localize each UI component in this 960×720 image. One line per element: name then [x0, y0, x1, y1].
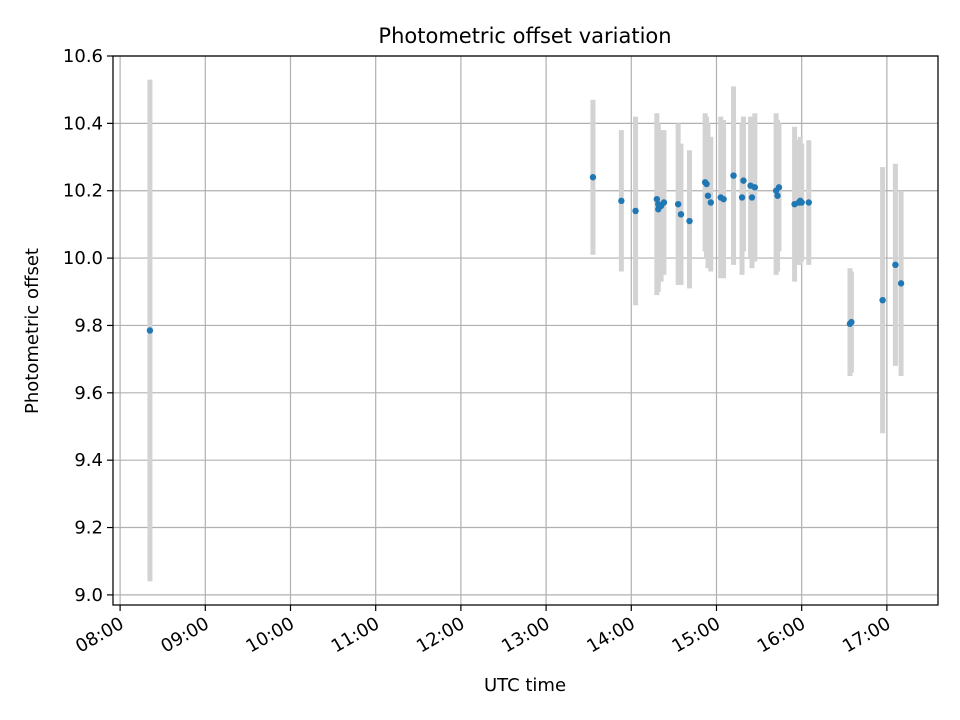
- data-point: [897, 280, 905, 287]
- data-point: [892, 261, 899, 269]
- data-point: [632, 207, 639, 215]
- plot-frame: [112, 55, 939, 606]
- y-tick-label: 9.2: [74, 518, 103, 539]
- data-point: [798, 199, 805, 206]
- y-axis-label: Photometric offset: [22, 248, 43, 414]
- y-tick-label: 9.8: [74, 315, 103, 336]
- data-point: [674, 200, 682, 208]
- data-point: [748, 194, 756, 201]
- data-point: [730, 172, 737, 179]
- data-point: [653, 195, 661, 203]
- data-point: [740, 177, 747, 184]
- data-point: [618, 197, 625, 205]
- data-point: [805, 199, 812, 206]
- data-point: [848, 318, 855, 326]
- y-tick-label: 10.2: [63, 181, 103, 202]
- data-point: [660, 199, 668, 206]
- point-layer: [146, 172, 905, 334]
- y-tick-label: 9.0: [74, 585, 103, 606]
- data-point: [738, 194, 746, 201]
- x-axis-label: UTC time: [484, 675, 566, 696]
- data-point: [720, 195, 727, 203]
- data-point: [707, 199, 715, 206]
- data-point: [703, 180, 710, 188]
- grid-layer: [113, 55, 938, 605]
- data-point: [589, 174, 597, 181]
- data-point: [751, 184, 759, 191]
- y-tick-label: 9.4: [74, 450, 103, 471]
- y-tick-label: 10.6: [63, 46, 103, 67]
- data-point: [774, 192, 781, 199]
- data-point: [775, 184, 783, 191]
- y-tick-label: 10.4: [63, 113, 103, 134]
- data-point: [146, 327, 154, 334]
- data-point: [677, 211, 685, 218]
- data-point: [879, 296, 886, 304]
- y-tick-label: 9.6: [74, 383, 103, 404]
- chart-title: Photometric offset variation: [378, 24, 671, 48]
- y-tick-label: 10.0: [63, 248, 103, 269]
- data-point: [686, 217, 693, 225]
- data-point: [704, 192, 712, 199]
